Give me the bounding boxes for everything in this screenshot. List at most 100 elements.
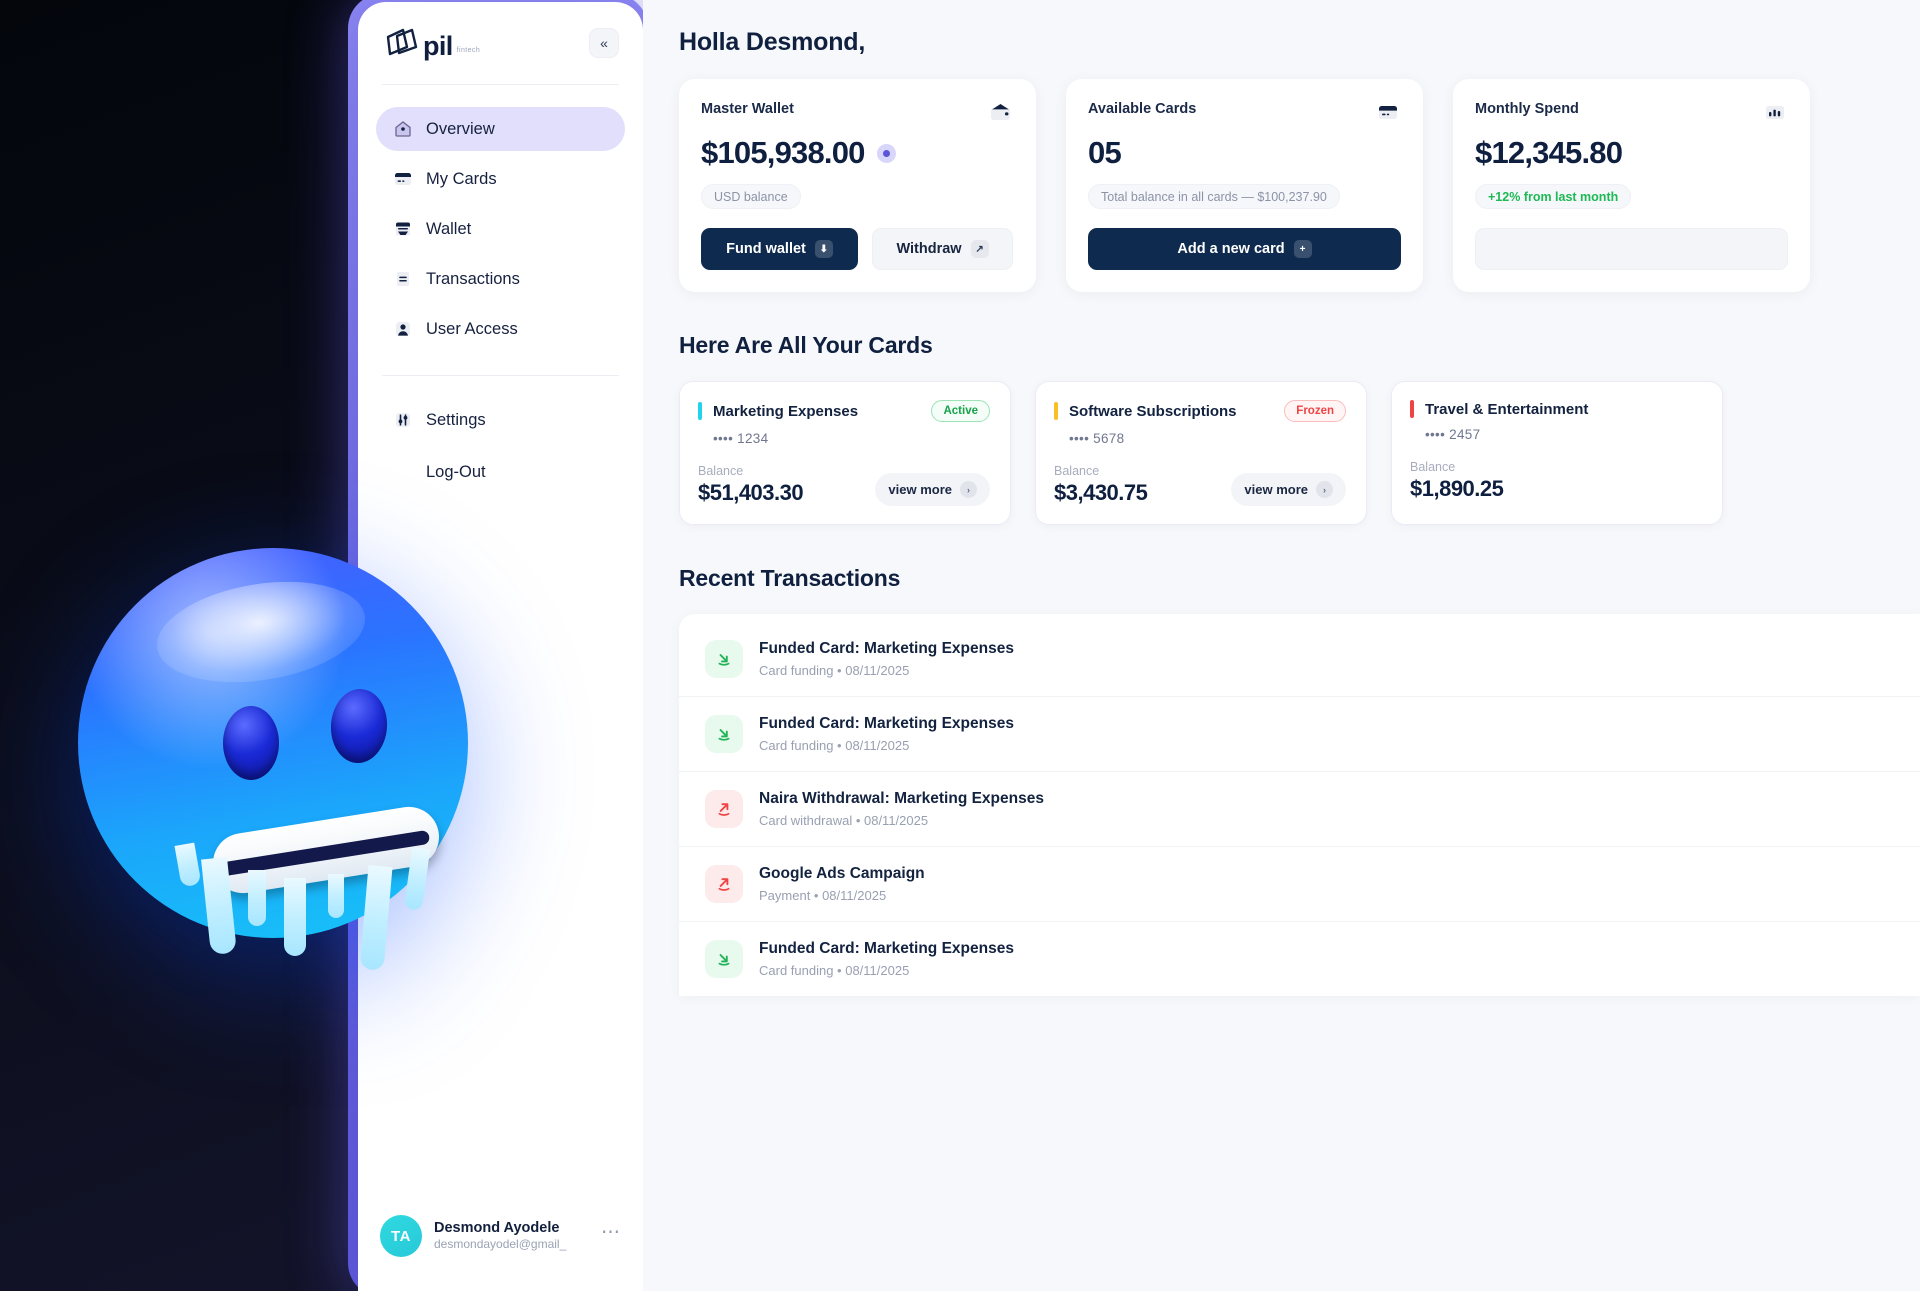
download-icon: ⬇ <box>814 240 833 258</box>
sidebar-item-label: Transactions <box>426 269 520 288</box>
add-new-card-button[interactable]: Add a new card + <box>1088 228 1401 270</box>
card-accent-bar <box>1054 402 1058 420</box>
sidebar-item-settings[interactable]: Settings <box>376 398 625 442</box>
arrow-down-right-icon <box>705 640 743 678</box>
arrow-up-right-icon <box>705 790 743 828</box>
table-row[interactable]: Funded Card: Marketing Expenses Card fun… <box>679 697 1920 772</box>
stat-buttons <box>1475 228 1788 270</box>
emoji-icicle <box>284 878 306 956</box>
table-row[interactable]: Google Ads Campaign Payment • 08/11/2025 <box>679 847 1920 922</box>
transaction-subtitle: Card funding • 08/11/2025 <box>759 738 910 753</box>
stat-value: $105,938.00 <box>701 135 865 170</box>
card-item[interactable]: Travel & Entertainment •••• 2457 Balance… <box>1391 381 1723 525</box>
sidebar-item-wallet[interactable]: Wallet <box>376 207 625 251</box>
wallet-icon <box>392 219 413 240</box>
transaction-subtitle: Payment • 08/11/2025 <box>759 888 887 903</box>
card-head: Marketing Expenses Active <box>698 400 990 422</box>
card-title-wrap: Marketing Expenses <box>698 402 858 420</box>
table-row[interactable]: Funded Card: Marketing Expenses Card fun… <box>679 922 1920 996</box>
stat-label: Monthly Spend <box>1475 101 1579 117</box>
stat-value-row: $12,345.80 <box>1475 135 1788 171</box>
transaction-title: Funded Card: Marketing Expenses <box>759 715 1014 732</box>
chevron-right-icon: › <box>960 481 977 498</box>
sliders-icon <box>392 410 413 431</box>
card-balance-block: Balance $51,403.30 <box>698 464 804 506</box>
status-badge: Frozen <box>1284 400 1346 422</box>
transaction-title: Naira Withdrawal: Marketing Expenses <box>759 790 1044 807</box>
table-row[interactable]: Funded Card: Marketing Expenses Card fun… <box>679 622 1920 697</box>
view-more-label: view more <box>888 482 952 497</box>
arrow-up-right-icon <box>705 865 743 903</box>
table-row[interactable]: Naira Withdrawal: Marketing Expenses Car… <box>679 772 1920 847</box>
pil-logo-icon <box>386 28 420 58</box>
brand-logo[interactable]: pil fintech <box>386 28 481 59</box>
card-balance-label: Balance <box>698 464 744 478</box>
profile-meta: Desmond Ayodele desmondayodel@gmail_ <box>434 1219 589 1253</box>
sidebar-item-label: Log-Out <box>426 462 486 481</box>
sidebar-item-my-cards[interactable]: My Cards <box>376 157 625 201</box>
card-name: Travel & Entertainment <box>1425 400 1589 418</box>
eye-toggle-icon[interactable] <box>876 143 896 163</box>
card-foot: Balance $1,890.25 <box>1410 460 1702 502</box>
brand-row: pil fintech « <box>358 2 643 59</box>
card-item[interactable]: Software Subscriptions Frozen •••• 5678 … <box>1035 381 1367 525</box>
card-balance: $51,403.30 <box>698 480 804 505</box>
sidebar-item-label: Overview <box>426 119 495 138</box>
stat-value: 05 <box>1088 135 1122 170</box>
card-balance: $3,430.75 <box>1054 480 1148 505</box>
card-balance-block: Balance $1,890.25 <box>1410 460 1504 502</box>
stats-row: Master Wallet $105,938.00 USD balance Fu… <box>643 57 1920 292</box>
card-balance-block: Balance $3,430.75 <box>1054 464 1148 506</box>
stat-pill: USD balance <box>701 184 801 209</box>
card-number: •••• 5678 <box>1069 431 1125 446</box>
card-balance-label: Balance <box>1054 464 1100 478</box>
chevron-right-icon: › <box>1316 481 1333 498</box>
transactions-section-title: Recent Transactions <box>679 565 901 591</box>
transaction-text: Google Ads Campaign Payment • 08/11/2025 <box>759 865 925 903</box>
card-name: Software Subscriptions <box>1069 402 1237 420</box>
withdraw-button[interactable]: Withdraw ↗ <box>872 228 1013 270</box>
ellipsis-icon[interactable]: ⋯ <box>601 1221 621 1243</box>
sidebar-nav: Overview My Cards Wallet Transactions <box>358 85 643 351</box>
emoji-icicle <box>248 870 266 926</box>
sidebar-divider-lower <box>382 375 619 376</box>
profile-email: desmondayodel@gmail_ <box>434 1237 567 1252</box>
sidebar-item-user-access[interactable]: User Access <box>376 307 625 351</box>
page-title: Holla Desmond, <box>679 28 866 56</box>
card-foot: Balance $51,403.30 view more › <box>698 464 990 506</box>
monthly-spend-action-button[interactable] <box>1475 228 1788 270</box>
stat-head: Available Cards <box>1088 101 1401 123</box>
main-content: Holla Desmond, Master Wallet $105,938.00… <box>643 0 1920 1291</box>
sidebar-item-transactions[interactable]: Transactions <box>376 257 625 301</box>
stat-head: Master Wallet <box>701 101 1014 123</box>
view-more-button[interactable]: view more › <box>875 473 990 506</box>
stat-card-monthly-spend: Monthly Spend $12,345.80 +12% from last … <box>1453 79 1810 292</box>
sidebar-item-overview[interactable]: Overview <box>376 107 625 151</box>
stat-card-master-wallet: Master Wallet $105,938.00 USD balance Fu… <box>679 79 1036 292</box>
chevron-double-left-icon[interactable]: « <box>589 28 619 58</box>
home-icon <box>392 119 413 140</box>
stat-value: $12,345.80 <box>1475 135 1623 170</box>
stat-pill: +12% from last month <box>1475 184 1632 209</box>
fund-wallet-button[interactable]: Fund wallet ⬇ <box>701 228 858 270</box>
avatar: TA <box>380 1215 422 1257</box>
transaction-title: Funded Card: Marketing Expenses <box>759 940 1014 957</box>
sidebar-profile[interactable]: TA Desmond Ayodele desmondayodel@gmail_ … <box>374 1205 627 1267</box>
card-number: •••• 1234 <box>713 431 769 446</box>
transaction-subtitle: Card funding • 08/11/2025 <box>759 963 910 978</box>
brand-subtitle: fintech <box>456 47 481 54</box>
emoji-icicle <box>328 874 344 918</box>
status-badge: Active <box>931 400 990 422</box>
card-accent-bar <box>1410 400 1414 418</box>
sidebar-item-logout[interactable]: Log-Out <box>376 450 625 494</box>
cards-row: Marketing Expenses Active •••• 1234 Bala… <box>643 359 1920 525</box>
profile-name: Desmond Ayodele <box>434 1220 560 1237</box>
card-item[interactable]: Marketing Expenses Active •••• 1234 Bala… <box>679 381 1011 525</box>
transaction-subtitle: Card funding • 08/11/2025 <box>759 663 910 678</box>
view-more-button[interactable]: view more › <box>1231 473 1346 506</box>
card-balance: $1,890.25 <box>1410 476 1504 501</box>
upload-icon: ↗ <box>970 240 989 258</box>
arrow-down-right-icon <box>705 715 743 753</box>
view-more-label: view more <box>1244 482 1308 497</box>
credit-card-icon <box>392 169 413 190</box>
